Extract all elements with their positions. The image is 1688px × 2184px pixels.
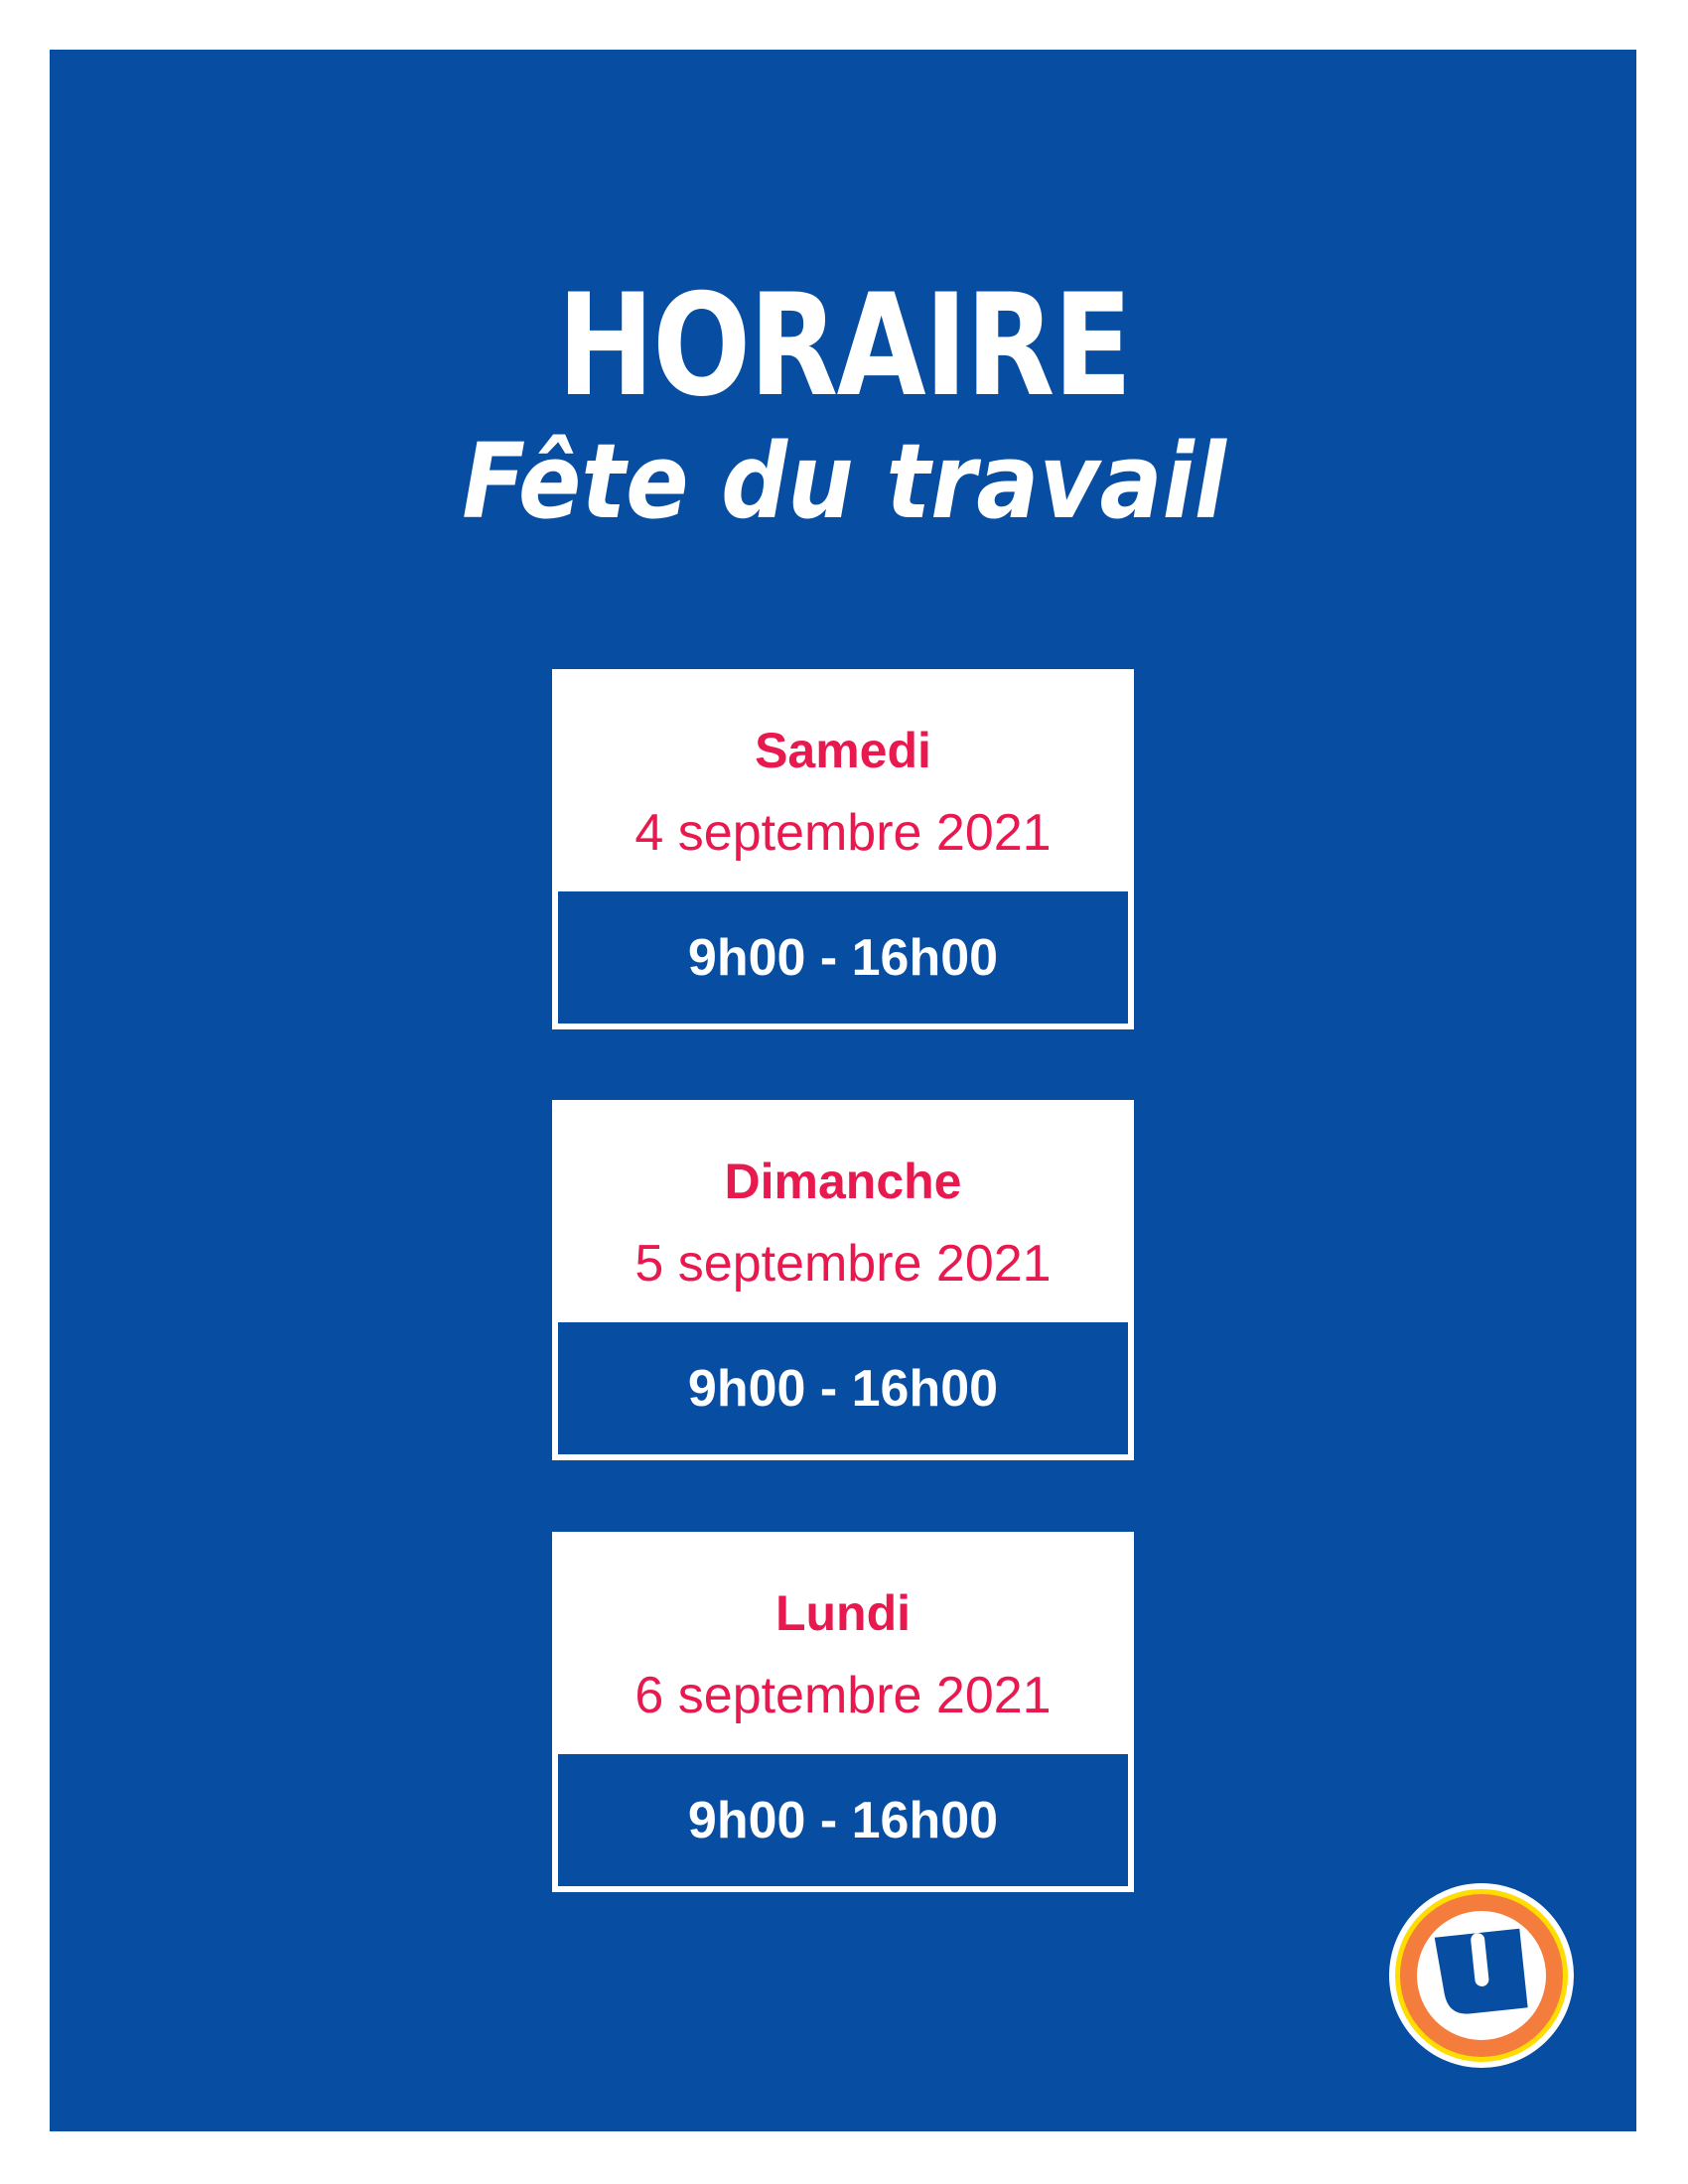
date-label: 5 septembre 2021 (634, 1235, 1052, 1293)
page-title: HORAIRE (557, 264, 1132, 428)
day-label: Lundi (774, 1585, 912, 1641)
hours-label: 9h00 - 16h00 (558, 1754, 1128, 1886)
day-label: Samedi (755, 723, 931, 778)
hours-label: 9h00 - 16h00 (558, 1322, 1128, 1454)
date-label: 4 septembre 2021 (634, 804, 1052, 862)
schedule-card-saturday: Samedi 4 septembre 2021 9h00 - 16h00 (552, 669, 1134, 1029)
schedule-card-monday: Lundi 6 septembre 2021 9h00 - 16h00 (552, 1532, 1134, 1892)
schedule-card-sunday: Dimanche 5 septembre 2021 9h00 - 16h00 (552, 1100, 1134, 1460)
date-label: 6 septembre 2021 (634, 1667, 1052, 1724)
uniprix-logo-icon (1389, 1883, 1574, 2068)
hours-label: 9h00 - 16h00 (558, 891, 1128, 1024)
day-label: Dimanche (724, 1154, 962, 1209)
page-subtitle: Fête du travail (462, 421, 1226, 542)
